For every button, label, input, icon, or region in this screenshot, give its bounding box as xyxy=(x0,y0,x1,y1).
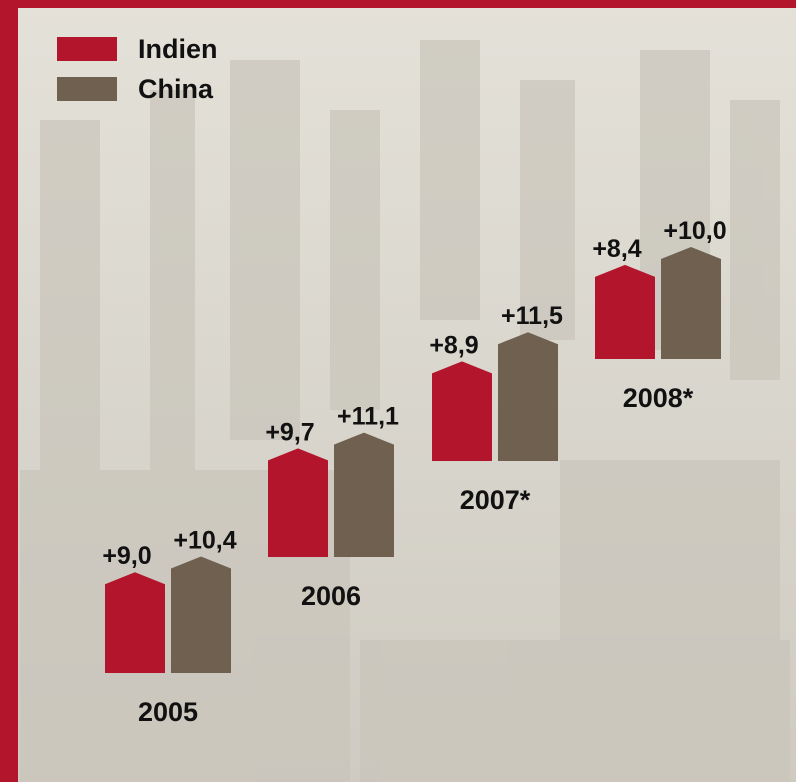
legend-swatch xyxy=(57,37,117,61)
bar xyxy=(268,448,328,557)
value-label: +8,4 xyxy=(592,235,641,263)
value-label: +10,4 xyxy=(173,527,236,555)
value-label: +8,9 xyxy=(429,331,478,359)
bar xyxy=(595,265,655,359)
frame-left xyxy=(0,0,18,782)
chart: Indien China +9,0 +10,4 2005 +9,7 +11,1 2006 +8,… xyxy=(0,0,796,782)
value-label: +10,0 xyxy=(663,217,726,245)
frame-top xyxy=(0,0,796,8)
value-label: +9,7 xyxy=(265,418,314,446)
legend-label: China xyxy=(138,74,214,104)
category-label: 2008* xyxy=(623,383,694,413)
value-label: +11,1 xyxy=(337,403,399,431)
bar xyxy=(171,557,231,673)
bar xyxy=(105,572,165,673)
bar xyxy=(661,247,721,359)
legend-label: Indien xyxy=(138,34,218,64)
value-label: +9,0 xyxy=(102,542,151,570)
value-label: +11,5 xyxy=(501,302,563,330)
bar xyxy=(498,332,558,461)
bar xyxy=(432,361,492,461)
bar xyxy=(334,433,394,557)
category-label: 2006 xyxy=(301,581,361,611)
category-label: 2005 xyxy=(138,697,198,727)
category-label: 2007* xyxy=(460,485,531,515)
legend-swatch xyxy=(57,77,117,101)
